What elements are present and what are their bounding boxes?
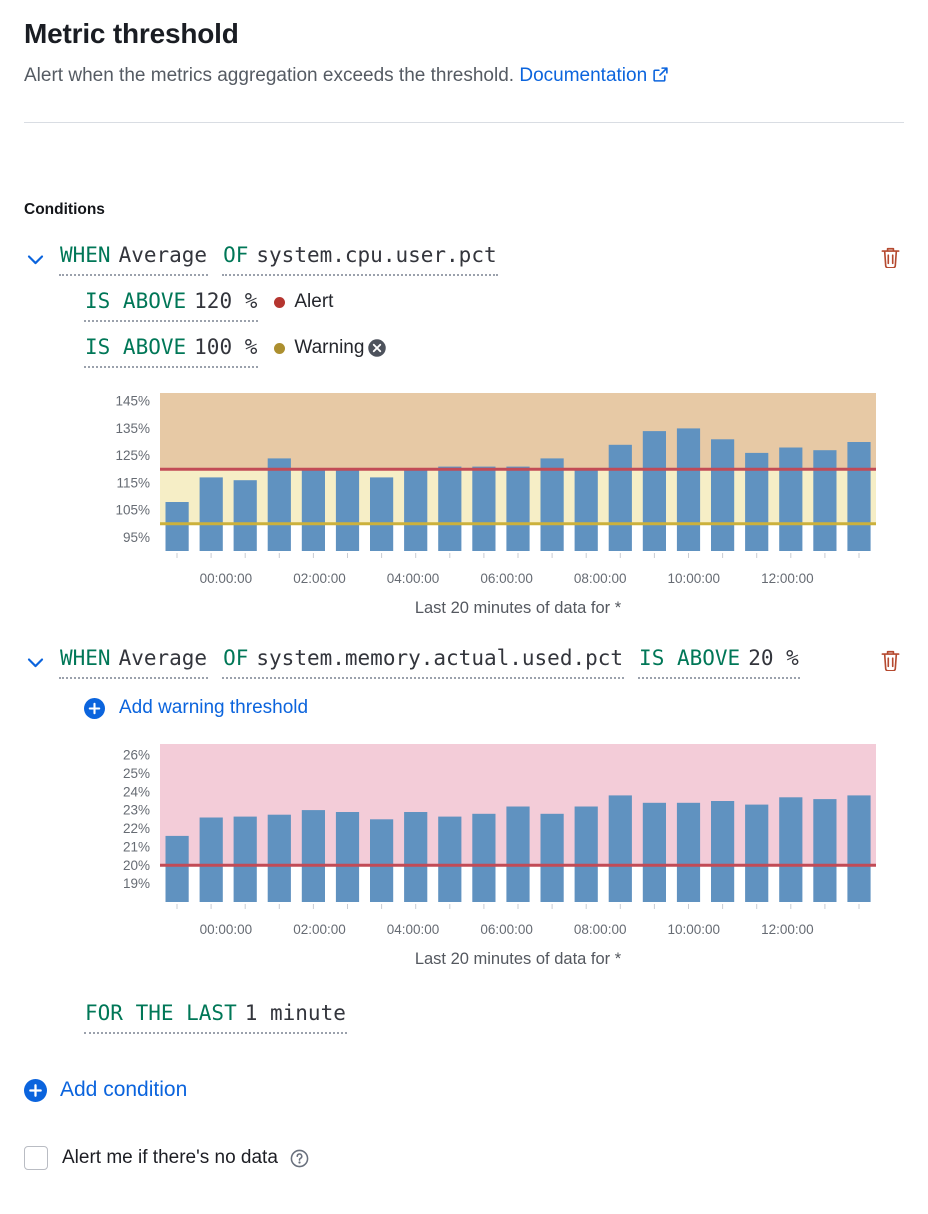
no-data-label: Alert me if there's no data xyxy=(62,1147,278,1168)
aggregation-expression[interactable]: WHEN Average xyxy=(59,243,209,276)
svg-text:06:00:00: 06:00:00 xyxy=(480,571,533,586)
memory-chart-block: 19% 20% 21% 22% 23% 24% 25% 26% 00:00:00 02:00:00… xyxy=(88,741,888,969)
svg-text:145%: 145% xyxy=(115,394,150,409)
no-data-checkbox[interactable] xyxy=(24,1146,48,1170)
svg-text:08:00:00: 08:00:00 xyxy=(574,922,627,937)
svg-text:12:00:00: 12:00:00 xyxy=(761,922,814,937)
svg-text:19%: 19% xyxy=(123,876,150,891)
cpu-threshold-preview-chart: 95% 105% 115% 125% 135% 145% 00:00:00 02:00:00 0… xyxy=(115,393,876,586)
svg-text:00:00:00: 00:00:00 xyxy=(200,571,253,586)
metric-expression[interactable]: OF system.memory.actual.used.pct xyxy=(222,646,625,679)
svg-text:00:00:00: 00:00:00 xyxy=(200,922,253,937)
documentation-link[interactable]: Documentation xyxy=(519,65,669,86)
aggregation-expression[interactable]: WHEN Average xyxy=(59,646,209,679)
svg-text:105%: 105% xyxy=(115,503,150,518)
svg-text:23%: 23% xyxy=(123,803,150,818)
external-link-icon xyxy=(647,65,669,86)
alert-dot-icon xyxy=(274,296,286,308)
delete-condition-button[interactable] xyxy=(881,247,900,268)
svg-text:95%: 95% xyxy=(123,530,150,545)
svg-text:20%: 20% xyxy=(123,858,150,873)
svg-text:12:00:00: 12:00:00 xyxy=(761,571,814,586)
svg-text:25%: 25% xyxy=(123,766,150,781)
chart-caption: Last 20 minutes of data for * xyxy=(414,599,622,617)
svg-text:04:00:00: 04:00:00 xyxy=(387,571,440,586)
plus-in-circle-icon xyxy=(24,1078,47,1102)
time-window-row: FOR THE LAST 1 minute xyxy=(84,1001,904,1034)
add-condition-button[interactable]: Add condition xyxy=(24,1078,187,1102)
page-subtitle: Alert when the metrics aggregation excee… xyxy=(24,64,904,88)
svg-text:115%: 115% xyxy=(116,475,150,490)
warning-threshold-expression[interactable]: IS ABOVE 100 % xyxy=(84,335,259,368)
warning-dot-icon xyxy=(274,342,286,354)
chart-caption: Last 20 minutes of data for * xyxy=(414,950,622,968)
warning-severity-label: Warning xyxy=(294,337,365,358)
question-circle-icon[interactable] xyxy=(290,1149,309,1168)
chevron-down-icon[interactable] xyxy=(26,250,45,269)
threshold-expression[interactable]: IS ABOVE 20 % xyxy=(638,646,800,679)
conditions-heading: Conditions xyxy=(24,201,105,218)
alert-threshold-row: IS ABOVE 120 % Alert xyxy=(84,289,904,322)
svg-text:02:00:00: 02:00:00 xyxy=(293,571,346,586)
chevron-down-icon[interactable] xyxy=(26,653,45,672)
svg-text:08:00:00: 08:00:00 xyxy=(574,571,627,586)
condition-2-header: WHEN Average OF system.memory.actual.used.… xyxy=(24,646,904,679)
alert-severity-indicator: Alert xyxy=(274,291,333,313)
condition-1-expressions: WHEN Average OF system.cpu.user.pct xyxy=(59,243,498,276)
warning-severity-indicator: Warning xyxy=(274,337,364,359)
cpu-chart-block: 95% 105% 115% 125% 135% 145% 00:00:00 02:00:00 0… xyxy=(88,390,888,618)
svg-text:02:00:00: 02:00:00 xyxy=(293,922,346,937)
svg-text:10:00:00: 10:00:00 xyxy=(668,922,721,937)
condition-2-expressions: WHEN Average OF system.memory.actual.used.… xyxy=(59,646,800,679)
svg-text:26%: 26% xyxy=(123,748,150,763)
svg-text:125%: 125% xyxy=(115,448,150,463)
svg-text:24%: 24% xyxy=(123,784,150,799)
memory-threshold-preview-chart: 19% 20% 21% 22% 23% 24% 25% 26% 00:00:00 02:00:00… xyxy=(123,744,876,937)
svg-text:10:00:00: 10:00:00 xyxy=(668,571,721,586)
svg-text:21%: 21% xyxy=(123,839,150,854)
condition-1-header: WHEN Average OF system.cpu.user.pct xyxy=(24,243,904,276)
subtitle-text: Alert when the metrics aggregation excee… xyxy=(24,65,515,86)
no-data-row: Alert me if there's no data xyxy=(24,1146,904,1170)
plus-in-circle-icon xyxy=(84,697,105,719)
svg-text:22%: 22% xyxy=(123,821,150,836)
remove-warning-button[interactable] xyxy=(367,338,387,358)
delete-condition-button[interactable] xyxy=(881,650,900,671)
metric-expression[interactable]: OF system.cpu.user.pct xyxy=(222,243,498,276)
svg-text:04:00:00: 04:00:00 xyxy=(387,922,440,937)
svg-text:135%: 135% xyxy=(115,421,150,436)
divider xyxy=(24,122,904,123)
alert-severity-label: Alert xyxy=(294,291,334,312)
svg-text:06:00:00: 06:00:00 xyxy=(480,922,533,937)
add-warning-threshold-button[interactable]: Add warning threshold xyxy=(84,697,308,719)
time-window-expression[interactable]: FOR THE LAST 1 minute xyxy=(84,1001,347,1034)
add-warning-threshold-label: Add warning threshold xyxy=(119,697,309,718)
warning-threshold-row: IS ABOVE 100 % Warning xyxy=(84,335,904,368)
add-condition-label: Add condition xyxy=(60,1078,188,1101)
alert-threshold-expression[interactable]: IS ABOVE 120 % xyxy=(84,289,259,322)
metric-threshold-form: Metric threshold Alert when the metrics … xyxy=(24,18,904,1170)
page-title: Metric threshold xyxy=(24,18,239,49)
